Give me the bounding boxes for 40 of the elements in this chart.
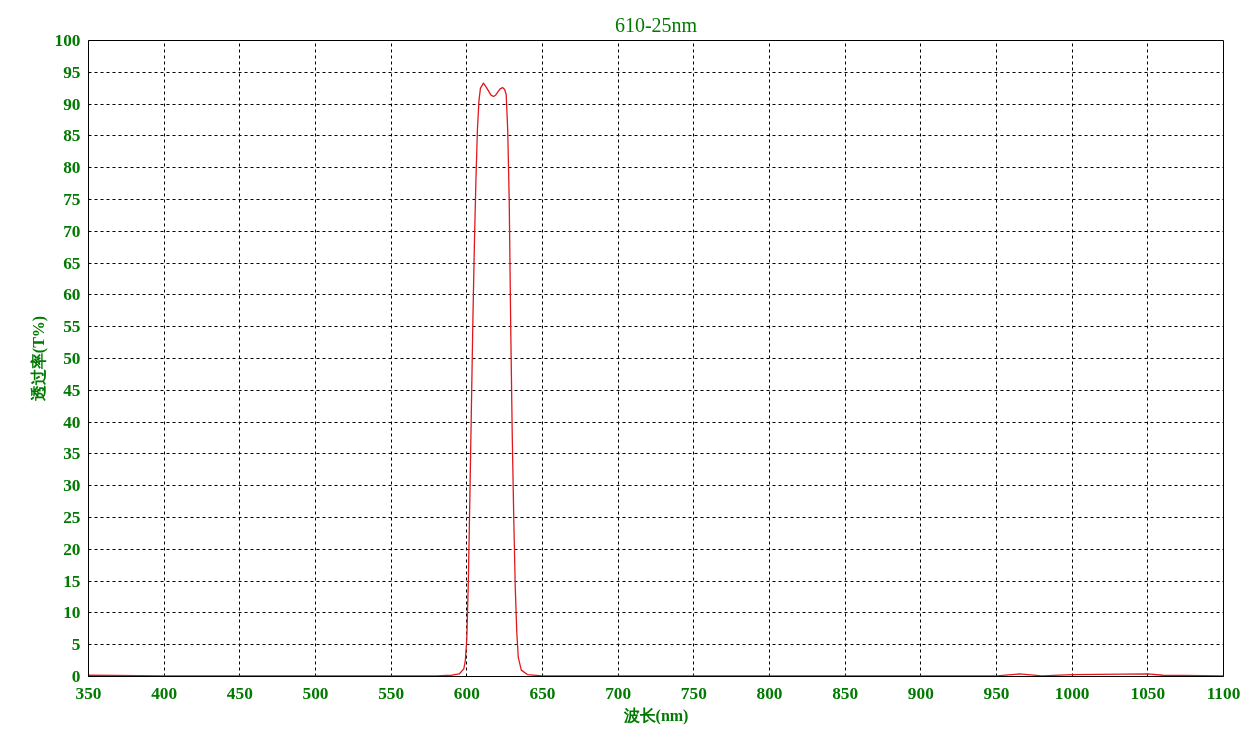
x-tick-label: 1100 (1206, 683, 1241, 703)
y-tick-label: 25 (63, 508, 81, 527)
y-tick-label: 10 (63, 603, 81, 623)
chart-title: 610-25nm (614, 13, 698, 36)
y-tick-label: 50 (63, 349, 81, 368)
x-tick-label: 850 (832, 683, 859, 703)
y-tick-label: 5 (71, 635, 81, 655)
x-tick-label: 950 (983, 683, 1010, 703)
x-tick-label: 550 (378, 683, 405, 703)
y-tick-label: 15 (63, 571, 81, 591)
x-tick-label: 800 (756, 683, 783, 703)
x-tick-label: 1000 (1054, 683, 1090, 703)
x-tick-label: 650 (529, 683, 556, 703)
y-tick-label: 75 (63, 190, 81, 209)
y-tick-label: 90 (63, 94, 81, 114)
y-tick-label: 70 (63, 221, 81, 241)
x-tick-label: 350 (75, 683, 102, 703)
x-tick-label: 900 (907, 683, 934, 703)
x-tick-label: 450 (226, 683, 253, 703)
x-tick-label: 1050 (1130, 683, 1166, 703)
x-tick-label: 700 (605, 683, 632, 703)
x-tick-label: 600 (453, 683, 480, 703)
y-tick-label: 65 (63, 253, 81, 273)
y-tick-label: 0 (71, 667, 81, 686)
y-tick-label: 30 (63, 476, 81, 496)
y-tick-label: 40 (63, 412, 81, 432)
x-axis-title: 波长(nm) (622, 706, 689, 725)
x-tick-label: 500 (302, 683, 329, 703)
y-tick-label: 60 (63, 285, 81, 305)
x-tick-label: 400 (151, 683, 178, 703)
y-tick-label: 35 (63, 444, 81, 464)
y-axis-title: 透过率(T%) (28, 315, 48, 403)
y-tick-label: 55 (63, 317, 81, 337)
y-tick-label: 100 (54, 31, 81, 50)
y-tick-label: 45 (63, 380, 81, 400)
x-tick-label: 750 (680, 683, 707, 703)
y-tick-label: 85 (63, 126, 81, 146)
y-tick-label: 95 (63, 62, 81, 82)
y-tick-label: 80 (63, 158, 81, 178)
y-tick-label: 20 (63, 539, 81, 559)
